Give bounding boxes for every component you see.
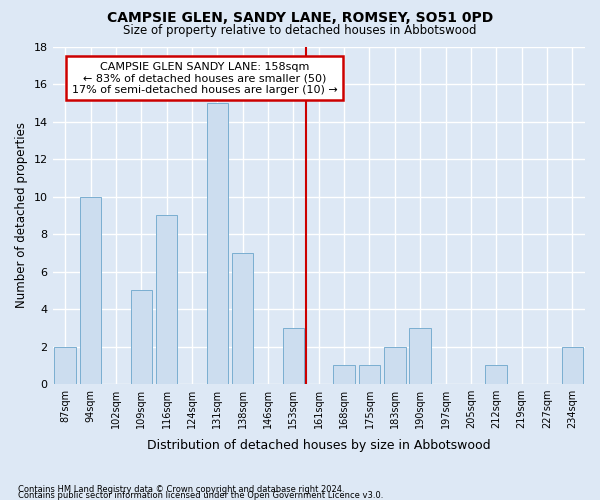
Text: CAMPSIE GLEN SANDY LANE: 158sqm
← 83% of detached houses are smaller (50)
17% of: CAMPSIE GLEN SANDY LANE: 158sqm ← 83% of… (72, 62, 338, 94)
Bar (131, 290, 152, 384)
Bar (80, 196, 101, 384)
Bar (409, 328, 431, 384)
Y-axis label: Number of detached properties: Number of detached properties (15, 122, 28, 308)
Bar (206, 103, 228, 384)
Bar (156, 216, 178, 384)
X-axis label: Distribution of detached houses by size in Abbotswood: Distribution of detached houses by size … (147, 440, 491, 452)
Text: Size of property relative to detached houses in Abbotswood: Size of property relative to detached ho… (123, 24, 477, 37)
Bar (359, 366, 380, 384)
Bar (562, 346, 583, 384)
Text: Contains public sector information licensed under the Open Government Licence v3: Contains public sector information licen… (18, 490, 383, 500)
Bar (384, 346, 406, 384)
Text: Contains HM Land Registry data © Crown copyright and database right 2024.: Contains HM Land Registry data © Crown c… (18, 484, 344, 494)
Bar (334, 366, 355, 384)
Bar (232, 253, 253, 384)
Bar (55, 346, 76, 384)
Text: CAMPSIE GLEN, SANDY LANE, ROMSEY, SO51 0PD: CAMPSIE GLEN, SANDY LANE, ROMSEY, SO51 0… (107, 11, 493, 25)
Bar (485, 366, 507, 384)
Bar (283, 328, 304, 384)
